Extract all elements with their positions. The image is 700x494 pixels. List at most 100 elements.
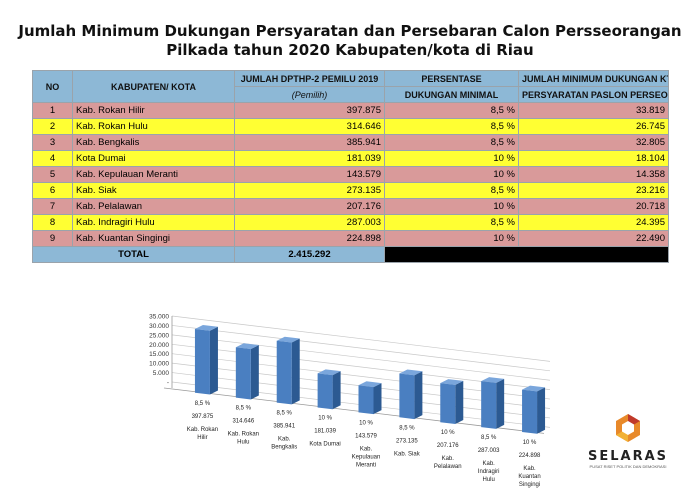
- cell-dpt: 224.898: [234, 230, 385, 247]
- bar-side: [332, 371, 341, 410]
- cell-pct: 10 %: [384, 150, 519, 167]
- cell-min: 33.819: [518, 102, 669, 119]
- category-label: Kab.: [523, 466, 536, 472]
- cell-min: 22.490: [518, 230, 669, 247]
- bar-pct-label: 10 %: [359, 420, 373, 426]
- category-label: Kab.: [442, 456, 455, 462]
- cell-dpt: 385.941: [234, 134, 385, 151]
- category-label: Kab.: [360, 446, 373, 452]
- bar-pct-label: 8,5 %: [236, 406, 252, 412]
- logo-name: SELARAS: [587, 449, 669, 464]
- cell-no: 5: [32, 166, 73, 183]
- cell-pct: 10 %: [384, 230, 519, 247]
- category-label: Pelalawan: [434, 464, 462, 470]
- y-tick-label: -: [167, 380, 169, 387]
- category-label: Singingi: [519, 482, 540, 488]
- cell-pct: 10 %: [384, 198, 519, 215]
- header-no: NO: [32, 70, 73, 103]
- bar: [276, 336, 300, 405]
- bar-top: [317, 369, 341, 376]
- cell-kab: Kab. Pelalawan: [72, 198, 235, 215]
- cell-dpt: 143.579: [234, 166, 385, 183]
- bar-top: [440, 379, 464, 385]
- bar-top: [276, 336, 300, 343]
- total-blank: [384, 246, 669, 263]
- cell-pct: 8,5 %: [384, 182, 519, 199]
- table-row: 8 Kab. Indragiri Hulu 287.003 8,5 % 24.395: [32, 214, 669, 231]
- cell-no: 7: [32, 198, 73, 215]
- bar-pct-label: 8,5 %: [399, 425, 415, 431]
- bar-front: [358, 385, 374, 415]
- category-label: Kab.: [278, 437, 291, 443]
- bar-value-label: 397.875: [192, 414, 214, 420]
- bar-pct-label: 8,5 %: [277, 411, 293, 417]
- chart-labels: 8,5 % 397.875 Kab. Rokan Hilir 8,5 % 314.646 K…: [187, 401, 541, 488]
- bar: [522, 385, 546, 434]
- cell-no: 9: [32, 230, 73, 247]
- bar-side: [537, 387, 546, 434]
- total-row: TOTAL 2.415.292: [32, 246, 669, 263]
- bar-top: [235, 343, 259, 350]
- bar-front: [235, 347, 251, 400]
- cell-pct: 8,5 %: [384, 134, 519, 151]
- cell-pct: 8,5 %: [384, 118, 519, 135]
- header-minimum-sub: PERSYARATAN PASLON PERSEORANGAN: [518, 86, 669, 103]
- category-label: Bengkalis: [271, 445, 297, 451]
- logo-hexagon-icon: [616, 414, 640, 442]
- category-label: Kab.: [482, 461, 495, 467]
- bar-value-label: 314.646: [232, 419, 254, 425]
- bar-front: [481, 381, 497, 429]
- floor-line: [163, 387, 545, 434]
- y-tick-label: 20.000: [149, 342, 169, 349]
- y-tick-label: 10.000: [149, 361, 169, 368]
- header-kabupaten: KABUPATEN/ KOTA: [72, 70, 235, 103]
- table-row: 6 Kab. Siak 273.135 8,5 % 23.216: [32, 182, 669, 199]
- table-row: 3 Kab. Bengkalis 385.941 8,5 % 32.805: [32, 134, 669, 151]
- cell-kab: Kab. Kuantan Singingi: [72, 230, 235, 247]
- bar: [194, 324, 218, 395]
- bar-value-label: 143.579: [355, 433, 377, 439]
- header-persentase-sub: DUKUNGAN MINIMAL: [384, 86, 519, 103]
- cell-no: 2: [32, 118, 73, 135]
- category-label: Kota Dumai: [309, 441, 340, 447]
- cell-min: 20.718: [518, 198, 669, 215]
- chart-grid: 35.000 30.000 25.000 20.000 15.000 10.000 5.00…: [149, 314, 551, 434]
- bar-pct-label: 8,5 %: [481, 435, 497, 441]
- data-table: NO KABUPATEN/ KOTA JUMLAH DPTHP-2 PEMILU…: [32, 70, 669, 263]
- bar: [317, 369, 341, 410]
- bar: [399, 369, 423, 420]
- title-line-1: Jumlah Minimum Dukungan Persyaratan dan …: [18, 22, 682, 40]
- bar-value-label: 224.898: [519, 453, 541, 459]
- cell-kab: Kab. Siak: [72, 182, 235, 199]
- header-dpt: JUMLAH DPTHP-2 PEMILU 2019: [234, 70, 385, 87]
- bar-top: [358, 381, 382, 388]
- cell-kab: Kab. Rokan Hulu: [72, 118, 235, 135]
- bar-value-label: 207.176: [437, 443, 459, 449]
- cell-min: 24.395: [518, 214, 669, 231]
- cell-kab: Kab. Bengkalis: [72, 134, 235, 151]
- cell-kab: Kab. Kepulauan Meranti: [72, 166, 235, 183]
- bar-front: [399, 373, 415, 420]
- table-row: 1 Kab. Rokan Hilir 397.875 8,5 % 33.819: [32, 102, 669, 119]
- total-value: 2.415.292: [234, 246, 385, 263]
- cell-min: 26.745: [518, 118, 669, 135]
- bar: [440, 379, 464, 424]
- category-label: Kuantan: [518, 474, 540, 480]
- cell-kab: Kab. Rokan Hilir: [72, 102, 235, 119]
- bar-value-label: 181.039: [314, 428, 336, 434]
- cell-dpt: 397.875: [234, 102, 385, 119]
- cell-dpt: 314.646: [234, 118, 385, 135]
- header-dpt-sub: (Pemilih): [234, 86, 385, 103]
- category-label: Hulu: [237, 440, 249, 446]
- chart-bars: [194, 324, 546, 434]
- category-label: Indragiri: [478, 469, 500, 475]
- bar-side: [373, 383, 382, 415]
- bar: [235, 343, 259, 400]
- cell-min: 18.104: [518, 150, 669, 167]
- bar-value-label: 385.941: [273, 424, 295, 430]
- cell-dpt: 273.135: [234, 182, 385, 199]
- header-persentase: PERSENTASE: [384, 70, 519, 87]
- cell-pct: 8,5 %: [384, 102, 519, 119]
- bar-front: [522, 389, 538, 434]
- bar-front: [317, 373, 333, 410]
